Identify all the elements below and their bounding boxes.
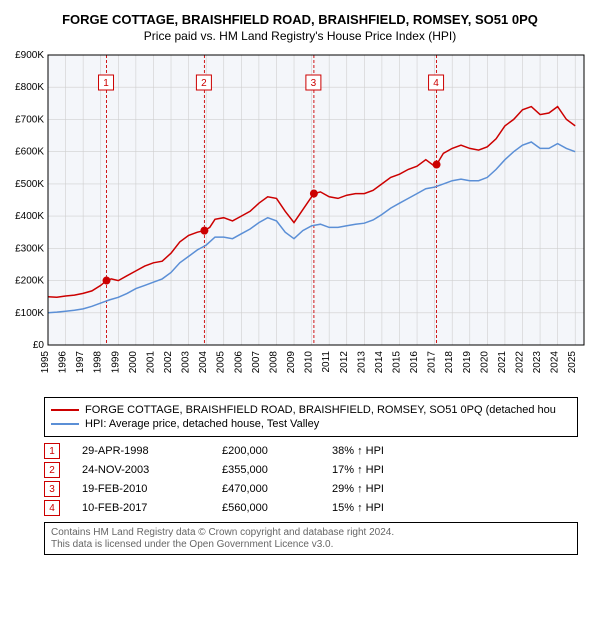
svg-text:£100K: £100K — [15, 308, 44, 319]
svg-text:£700K: £700K — [15, 114, 44, 125]
svg-text:£500K: £500K — [15, 179, 44, 190]
transaction-marker-number: 4 — [44, 500, 60, 516]
transaction-vs-hpi: 29% ↑ HPI — [332, 483, 452, 495]
legend-swatch — [51, 409, 79, 411]
legend-swatch — [51, 423, 79, 425]
transaction-vs-hpi: 15% ↑ HPI — [332, 502, 452, 514]
svg-text:1996: 1996 — [58, 351, 69, 374]
transaction-price: £560,000 — [222, 502, 332, 514]
svg-text:£0: £0 — [33, 340, 45, 351]
transaction-price: £355,000 — [222, 464, 332, 476]
chart-title-address: FORGE COTTAGE, BRAISHFIELD ROAD, BRAISHF… — [10, 12, 590, 27]
transaction-row: 4 10-FEB-2017£560,00015% ↑ HPI — [44, 500, 586, 516]
svg-text:£800K: £800K — [15, 82, 44, 93]
svg-text:3: 3 — [311, 78, 317, 89]
svg-text:2015: 2015 — [391, 351, 402, 374]
svg-text:£300K: £300K — [15, 243, 44, 254]
svg-text:2010: 2010 — [304, 351, 315, 374]
transaction-date: 29-APR-1998 — [82, 445, 222, 457]
transaction-marker-number: 3 — [44, 481, 60, 497]
chart-title-block: FORGE COTTAGE, BRAISHFIELD ROAD, BRAISHF… — [10, 12, 590, 43]
svg-text:2016: 2016 — [409, 351, 420, 374]
transaction-row: 2 24-NOV-2003£355,00017% ↑ HPI — [44, 462, 586, 478]
transaction-price: £200,000 — [222, 445, 332, 457]
svg-text:2025: 2025 — [567, 351, 578, 374]
transaction-row: 3 19-FEB-2010£470,00029% ↑ HPI — [44, 481, 586, 497]
legend-row: HPI: Average price, detached house, Test… — [51, 418, 571, 430]
svg-text:2013: 2013 — [356, 351, 367, 374]
transactions-table: 1 29-APR-1998£200,00038% ↑ HPI 2 24-NOV-200… — [44, 443, 586, 516]
legend-row: FORGE COTTAGE, BRAISHFIELD ROAD, BRAISHF… — [51, 404, 571, 416]
footer-line2: This data is licensed under the Open Gov… — [51, 539, 571, 550]
svg-text:2020: 2020 — [479, 351, 490, 374]
svg-text:2006: 2006 — [233, 351, 244, 374]
svg-text:2008: 2008 — [268, 351, 279, 374]
svg-text:1995: 1995 — [40, 351, 51, 374]
legend: FORGE COTTAGE, BRAISHFIELD ROAD, BRAISHF… — [44, 397, 578, 437]
svg-text:1999: 1999 — [110, 351, 121, 374]
svg-text:2023: 2023 — [532, 351, 543, 374]
svg-text:1997: 1997 — [75, 351, 86, 374]
svg-text:2014: 2014 — [374, 351, 385, 374]
svg-text:2011: 2011 — [321, 351, 332, 373]
transaction-marker-number: 2 — [44, 462, 60, 478]
svg-text:2017: 2017 — [427, 351, 438, 374]
svg-text:£600K: £600K — [15, 147, 44, 158]
svg-text:£900K: £900K — [15, 50, 44, 61]
svg-text:2009: 2009 — [286, 351, 297, 374]
transaction-row: 1 29-APR-1998£200,00038% ↑ HPI — [44, 443, 586, 459]
svg-text:2000: 2000 — [128, 351, 139, 374]
chart: £0 £100K £200K £300K £400K £500K £600K £700K £80… — [10, 49, 590, 389]
footer-attribution: Contains HM Land Registry data © Crown c… — [44, 522, 578, 555]
svg-text:2022: 2022 — [514, 351, 525, 374]
transaction-date: 10-FEB-2017 — [82, 502, 222, 514]
transaction-vs-hpi: 38% ↑ HPI — [332, 445, 452, 457]
svg-text:2007: 2007 — [251, 351, 262, 374]
svg-text:2004: 2004 — [198, 351, 209, 374]
svg-text:2019: 2019 — [462, 351, 473, 374]
svg-text:1: 1 — [103, 78, 109, 89]
svg-text:2003: 2003 — [181, 351, 192, 374]
svg-text:4: 4 — [433, 78, 439, 89]
svg-text:£400K: £400K — [15, 211, 44, 222]
svg-text:2012: 2012 — [339, 351, 350, 374]
svg-text:2: 2 — [201, 78, 207, 89]
transaction-marker-number: 1 — [44, 443, 60, 459]
transaction-date: 24-NOV-2003 — [82, 464, 222, 476]
legend-label: HPI: Average price, detached house, Test… — [85, 418, 319, 430]
svg-text:2018: 2018 — [444, 351, 455, 374]
transaction-price: £470,000 — [222, 483, 332, 495]
svg-text:2002: 2002 — [163, 351, 174, 374]
chart-title-subtitle: Price paid vs. HM Land Registry's House … — [10, 29, 590, 43]
transaction-vs-hpi: 17% ↑ HPI — [332, 464, 452, 476]
svg-text:2005: 2005 — [216, 351, 227, 374]
footer-line1: Contains HM Land Registry data © Crown c… — [51, 527, 571, 538]
svg-text:1998: 1998 — [93, 351, 104, 374]
svg-text:2024: 2024 — [550, 351, 561, 374]
svg-text:2001: 2001 — [145, 351, 156, 374]
svg-text:£200K: £200K — [15, 276, 44, 287]
transaction-date: 19-FEB-2010 — [82, 483, 222, 495]
legend-label: FORGE COTTAGE, BRAISHFIELD ROAD, BRAISHF… — [85, 404, 556, 416]
svg-text:2021: 2021 — [497, 351, 508, 374]
